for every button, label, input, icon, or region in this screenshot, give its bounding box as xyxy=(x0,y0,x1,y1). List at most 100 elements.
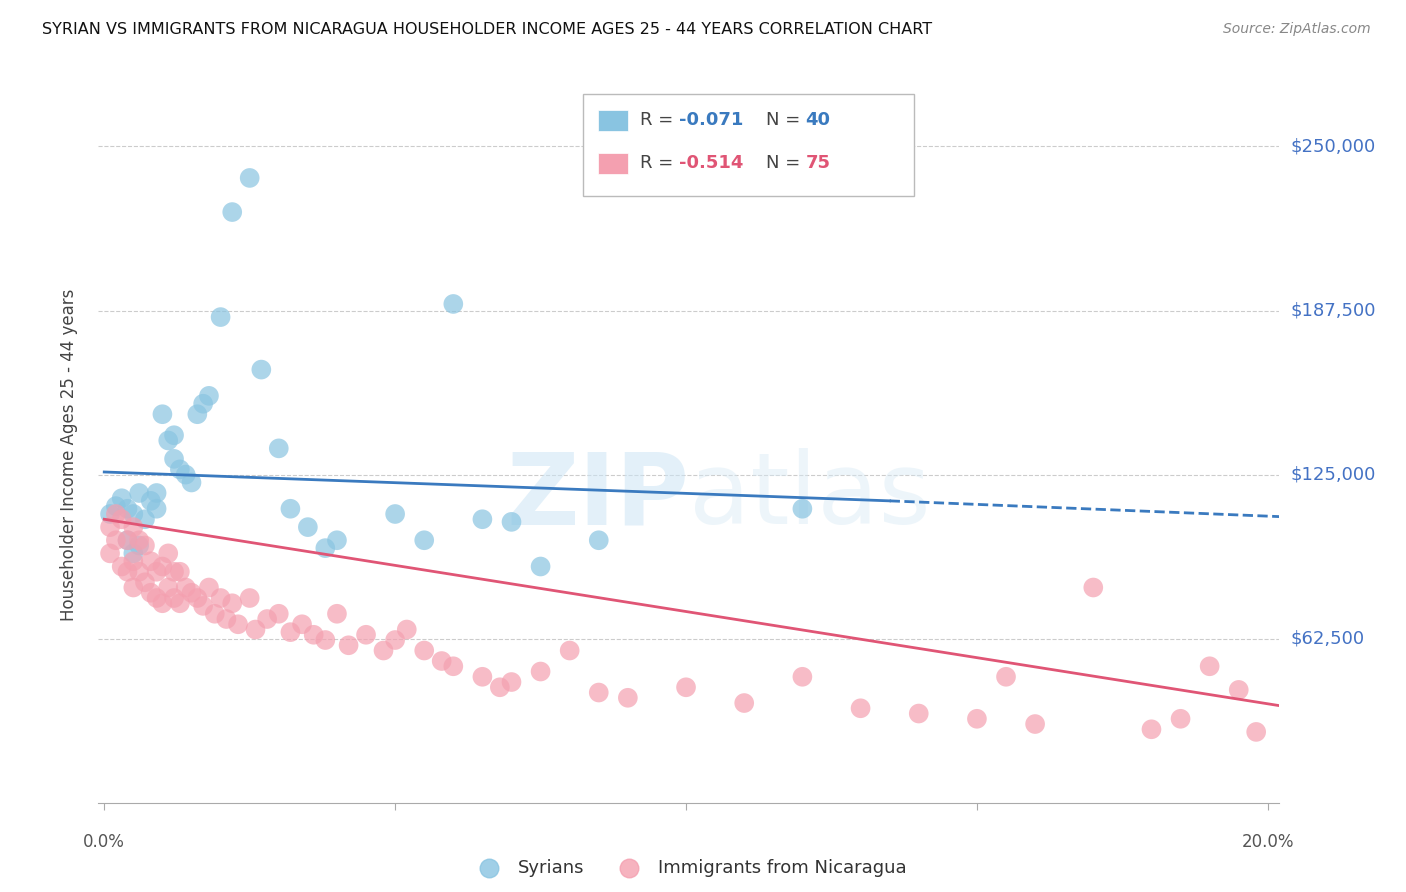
Text: N =: N = xyxy=(766,154,800,172)
Point xyxy=(128,533,150,548)
Point xyxy=(1244,725,1267,739)
Point xyxy=(152,407,174,421)
Point xyxy=(558,643,581,657)
Point xyxy=(139,586,162,600)
Point xyxy=(221,205,243,219)
Point xyxy=(221,596,243,610)
Point xyxy=(163,428,186,442)
Point xyxy=(792,501,814,516)
Text: $187,500: $187,500 xyxy=(1291,301,1376,319)
Text: SYRIAN VS IMMIGRANTS FROM NICARAGUA HOUSEHOLDER INCOME AGES 25 - 44 YEARS CORREL: SYRIAN VS IMMIGRANTS FROM NICARAGUA HOUS… xyxy=(42,22,932,37)
Text: Source: ZipAtlas.com: Source: ZipAtlas.com xyxy=(1223,22,1371,37)
Text: 75: 75 xyxy=(806,154,831,172)
Point xyxy=(145,501,167,516)
Point xyxy=(1198,659,1220,673)
Point xyxy=(163,565,186,579)
Point xyxy=(98,520,121,534)
Point xyxy=(111,491,134,506)
Point xyxy=(314,633,336,648)
Point xyxy=(413,533,436,548)
Point xyxy=(191,397,214,411)
Point xyxy=(501,675,523,690)
Point xyxy=(139,554,162,568)
Point xyxy=(489,680,512,694)
Point xyxy=(198,389,221,403)
Point xyxy=(471,670,494,684)
Point xyxy=(209,310,232,324)
Point xyxy=(152,596,174,610)
Point xyxy=(191,599,214,613)
Point xyxy=(413,643,436,657)
Text: $250,000: $250,000 xyxy=(1291,137,1376,155)
Y-axis label: Householder Income Ages 25 - 44 years: Householder Income Ages 25 - 44 years xyxy=(59,289,77,621)
Text: -0.514: -0.514 xyxy=(679,154,744,172)
Point xyxy=(180,475,202,490)
Point xyxy=(209,591,232,605)
Point xyxy=(354,628,377,642)
Point xyxy=(256,612,278,626)
Point xyxy=(267,607,290,621)
Point xyxy=(1227,682,1250,697)
Text: atlas: atlas xyxy=(689,448,931,545)
Point xyxy=(280,625,302,640)
Point xyxy=(128,565,150,579)
Point xyxy=(104,507,127,521)
Point xyxy=(501,515,523,529)
Text: $125,000: $125,000 xyxy=(1291,466,1376,483)
Point xyxy=(98,507,121,521)
Point xyxy=(314,541,336,555)
Point xyxy=(297,520,319,534)
Point xyxy=(617,690,640,705)
Point xyxy=(1083,581,1105,595)
Point xyxy=(128,539,150,553)
Point xyxy=(180,586,202,600)
Point xyxy=(122,546,145,560)
Point xyxy=(588,533,610,548)
Point xyxy=(169,462,191,476)
Point xyxy=(163,591,186,605)
Point xyxy=(471,512,494,526)
Point xyxy=(111,512,134,526)
Text: $62,500: $62,500 xyxy=(1291,630,1365,648)
Point xyxy=(373,643,395,657)
Point xyxy=(145,591,167,605)
Point xyxy=(280,501,302,516)
Point xyxy=(267,442,290,456)
Point xyxy=(907,706,929,721)
Point xyxy=(111,559,134,574)
Point xyxy=(117,533,139,548)
Point xyxy=(441,297,464,311)
Point xyxy=(250,362,273,376)
Point xyxy=(215,612,238,626)
Point xyxy=(157,581,180,595)
Legend: Syrians, Immigrants from Nicaragua: Syrians, Immigrants from Nicaragua xyxy=(464,852,914,884)
Point xyxy=(239,591,262,605)
Point xyxy=(145,565,167,579)
Point xyxy=(157,434,180,448)
Text: N =: N = xyxy=(766,112,800,129)
Point xyxy=(134,539,156,553)
Point xyxy=(239,170,262,185)
Point xyxy=(326,607,349,621)
Point xyxy=(134,575,156,590)
Text: R =: R = xyxy=(640,154,679,172)
Point xyxy=(995,670,1018,684)
Point xyxy=(163,451,186,466)
Point xyxy=(675,680,697,694)
Point xyxy=(139,494,162,508)
Point xyxy=(134,512,156,526)
Text: ZIP: ZIP xyxy=(506,448,689,545)
Point xyxy=(1024,717,1046,731)
Point xyxy=(186,591,208,605)
Point xyxy=(1170,712,1192,726)
Point xyxy=(117,533,139,548)
Point xyxy=(122,507,145,521)
Point xyxy=(157,546,180,560)
Point xyxy=(430,654,453,668)
Point xyxy=(122,554,145,568)
Point xyxy=(733,696,755,710)
Point xyxy=(186,407,208,421)
Point xyxy=(302,628,325,642)
Point xyxy=(384,507,406,521)
Point xyxy=(169,565,191,579)
